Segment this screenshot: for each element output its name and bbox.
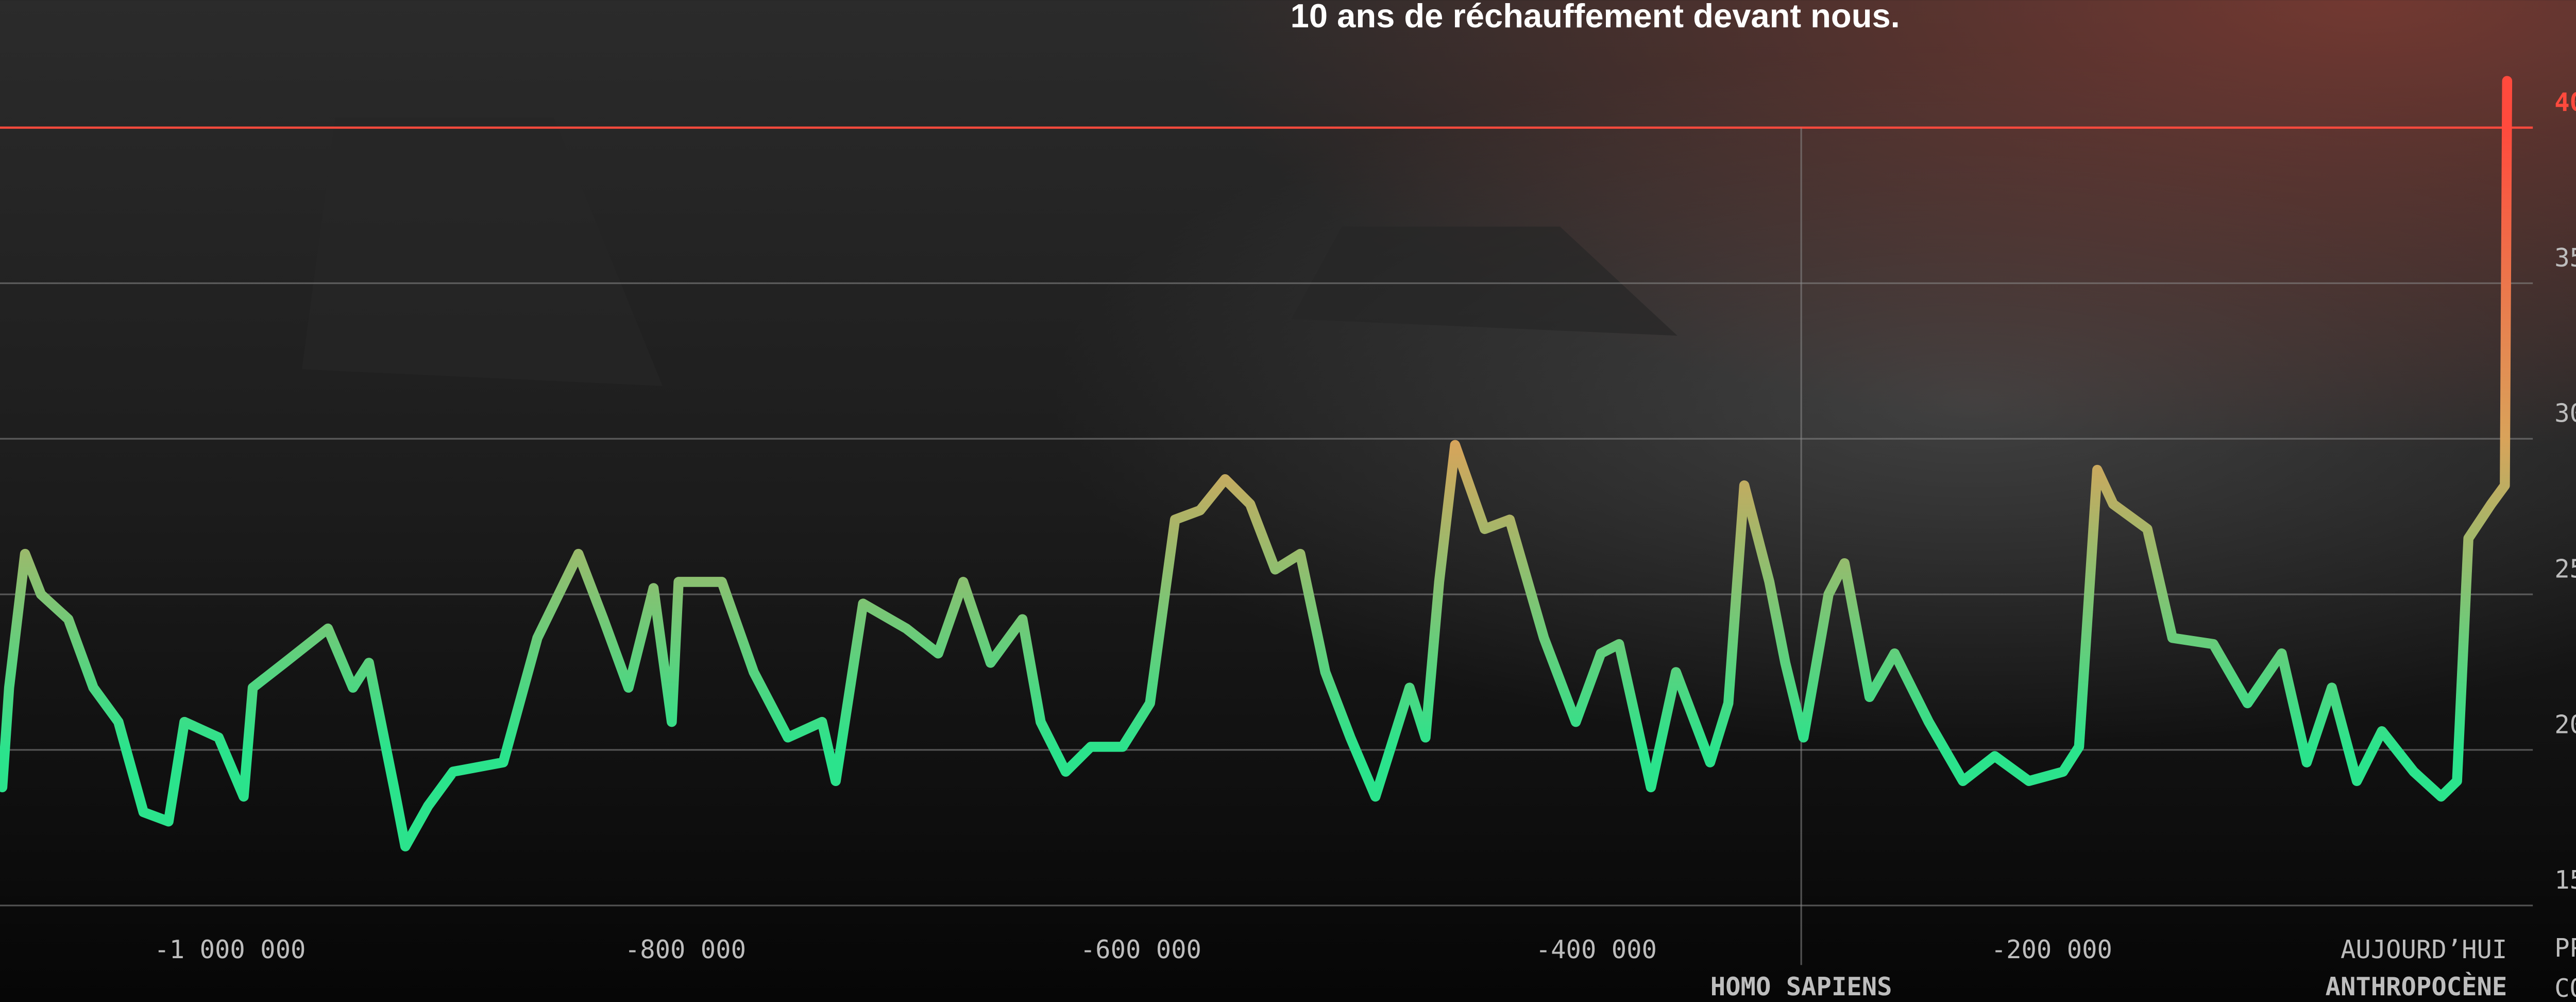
x-tick-label: AUJOURD’HUI [2341, 935, 2507, 964]
y-tick-label: 400 [2554, 88, 2576, 117]
y-tick-label: 350 [2554, 243, 2576, 273]
x-tick-label: -600 000 [1080, 935, 1201, 964]
chart-title: 10 ans de réchauffement devant nous. [1291, 0, 1900, 35]
y-tick-label: 250 [2554, 555, 2576, 584]
x-tick-label: -200 000 [1991, 935, 2112, 964]
annotation-label: HOMO SAPIENS [1710, 972, 1892, 1001]
chart: 10 ans de réchauffement devant nous. 150… [0, 0, 2576, 1002]
x-tick-label: -400 000 [1536, 935, 1657, 964]
x-tick-label: -1 000 000 [154, 935, 306, 964]
y-unit: CO₂ [2554, 974, 2576, 1002]
y-tick-label: 150 [2554, 865, 2576, 895]
y-unit: PPM [2554, 933, 2576, 963]
y-tick-label: 300 [2554, 399, 2576, 428]
annotation-label: ANTHROPOCÈNE [2326, 972, 2507, 1001]
x-tick-label: -800 000 [625, 935, 746, 964]
y-tick-label: 200 [2554, 710, 2576, 739]
